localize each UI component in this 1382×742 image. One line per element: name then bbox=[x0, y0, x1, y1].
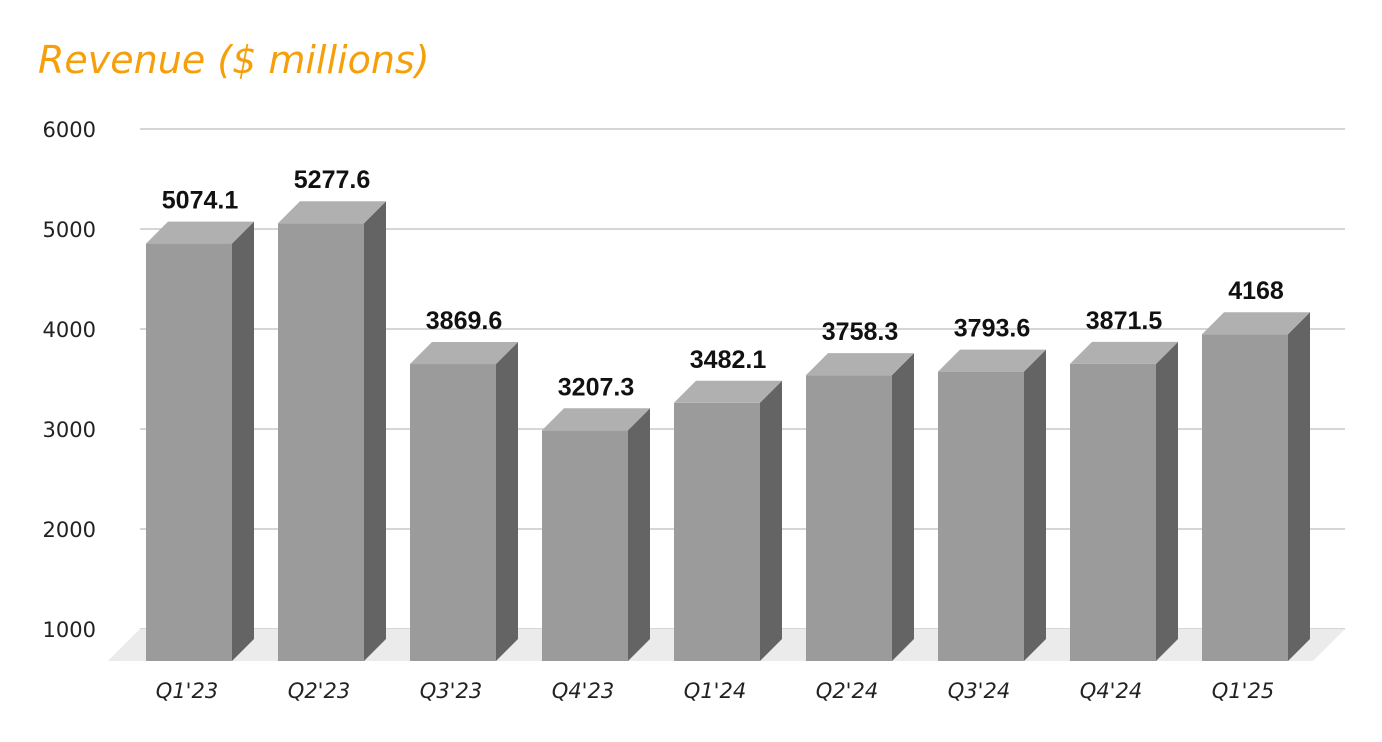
data-label: 3869.6 bbox=[426, 307, 502, 335]
y-tick-label: 6000 bbox=[43, 118, 96, 142]
bar bbox=[674, 380, 782, 661]
y-tick-label: 4000 bbox=[43, 318, 96, 342]
data-label: 5277.6 bbox=[294, 166, 370, 194]
x-tick-label: Q3'24 bbox=[948, 679, 1010, 703]
bar-front-face bbox=[278, 223, 364, 662]
bar-front-face bbox=[410, 364, 496, 661]
y-tick-label: 1000 bbox=[43, 618, 96, 642]
y-tick-label: 5000 bbox=[43, 218, 96, 242]
y-axis: 1000 2000 3000 4000 5000 6000 bbox=[43, 118, 96, 642]
bar bbox=[410, 342, 518, 661]
bar-front-face bbox=[1070, 363, 1156, 661]
x-tick-label: Q1'23 bbox=[156, 679, 218, 703]
bar-front-face bbox=[674, 402, 760, 661]
bar-top-face bbox=[1070, 341, 1178, 364]
bar-side-face bbox=[1156, 341, 1178, 661]
data-label: 4168 bbox=[1228, 277, 1284, 305]
bar-front-face bbox=[542, 430, 628, 661]
bar-top-face bbox=[806, 353, 914, 376]
y-tick-label: 3000 bbox=[43, 418, 96, 442]
data-label: 3207.3 bbox=[558, 373, 634, 401]
x-tick-label: Q2'23 bbox=[288, 679, 350, 703]
data-label: 3482.1 bbox=[690, 346, 767, 374]
x-tick-label: Q4'23 bbox=[552, 679, 614, 703]
x-tick-label: Q2'24 bbox=[816, 679, 878, 703]
bar-side-face bbox=[232, 221, 254, 661]
bar-top-face bbox=[146, 221, 254, 244]
bar-front-face bbox=[806, 375, 892, 661]
bar bbox=[938, 349, 1046, 661]
bar-side-face bbox=[1024, 349, 1046, 661]
bar bbox=[278, 201, 386, 662]
data-label: 3793.6 bbox=[954, 315, 1030, 343]
bars bbox=[146, 201, 1310, 662]
bar bbox=[1202, 312, 1310, 661]
bar-top-face bbox=[1202, 312, 1310, 335]
data-label: 3871.5 bbox=[1086, 307, 1163, 335]
bar-side-face bbox=[760, 380, 782, 661]
x-tick-label: Q1'25 bbox=[1212, 679, 1274, 703]
bar bbox=[1070, 341, 1178, 661]
bar-top-face bbox=[938, 349, 1046, 372]
x-tick-label: Q4'24 bbox=[1080, 679, 1142, 703]
bar-top-face bbox=[410, 342, 518, 365]
bar-front-face bbox=[146, 243, 232, 661]
bar-side-face bbox=[892, 353, 914, 661]
bar-top-face bbox=[542, 408, 650, 431]
x-tick-label: Q3'23 bbox=[420, 679, 482, 703]
bar-side-face bbox=[364, 201, 386, 662]
bar-side-face bbox=[496, 342, 518, 661]
bar bbox=[542, 408, 650, 661]
bar-top-face bbox=[674, 380, 782, 403]
data-label: 5074.1 bbox=[162, 187, 239, 215]
data-label: 3758.3 bbox=[822, 318, 898, 346]
bar-top-face bbox=[278, 201, 386, 224]
bar bbox=[806, 353, 914, 661]
bar-front-face bbox=[1202, 334, 1288, 661]
bar-side-face bbox=[628, 408, 650, 661]
data-labels: 5074.1 5277.6 3869.6 3207.3 3482.1 3758.3 3793… bbox=[162, 166, 1284, 401]
bar-front-face bbox=[938, 371, 1024, 661]
bar bbox=[146, 221, 254, 661]
x-tick-label: Q1'24 bbox=[684, 679, 746, 703]
x-axis: Q1'23 Q2'23 Q3'23 Q4'23 Q1'24 Q2'24 Q3'24 Q4'24… bbox=[156, 679, 1274, 703]
y-tick-label: 2000 bbox=[43, 518, 96, 542]
chart-title: Revenue ($ millions) bbox=[38, 38, 430, 82]
bar-side-face bbox=[1288, 312, 1310, 661]
